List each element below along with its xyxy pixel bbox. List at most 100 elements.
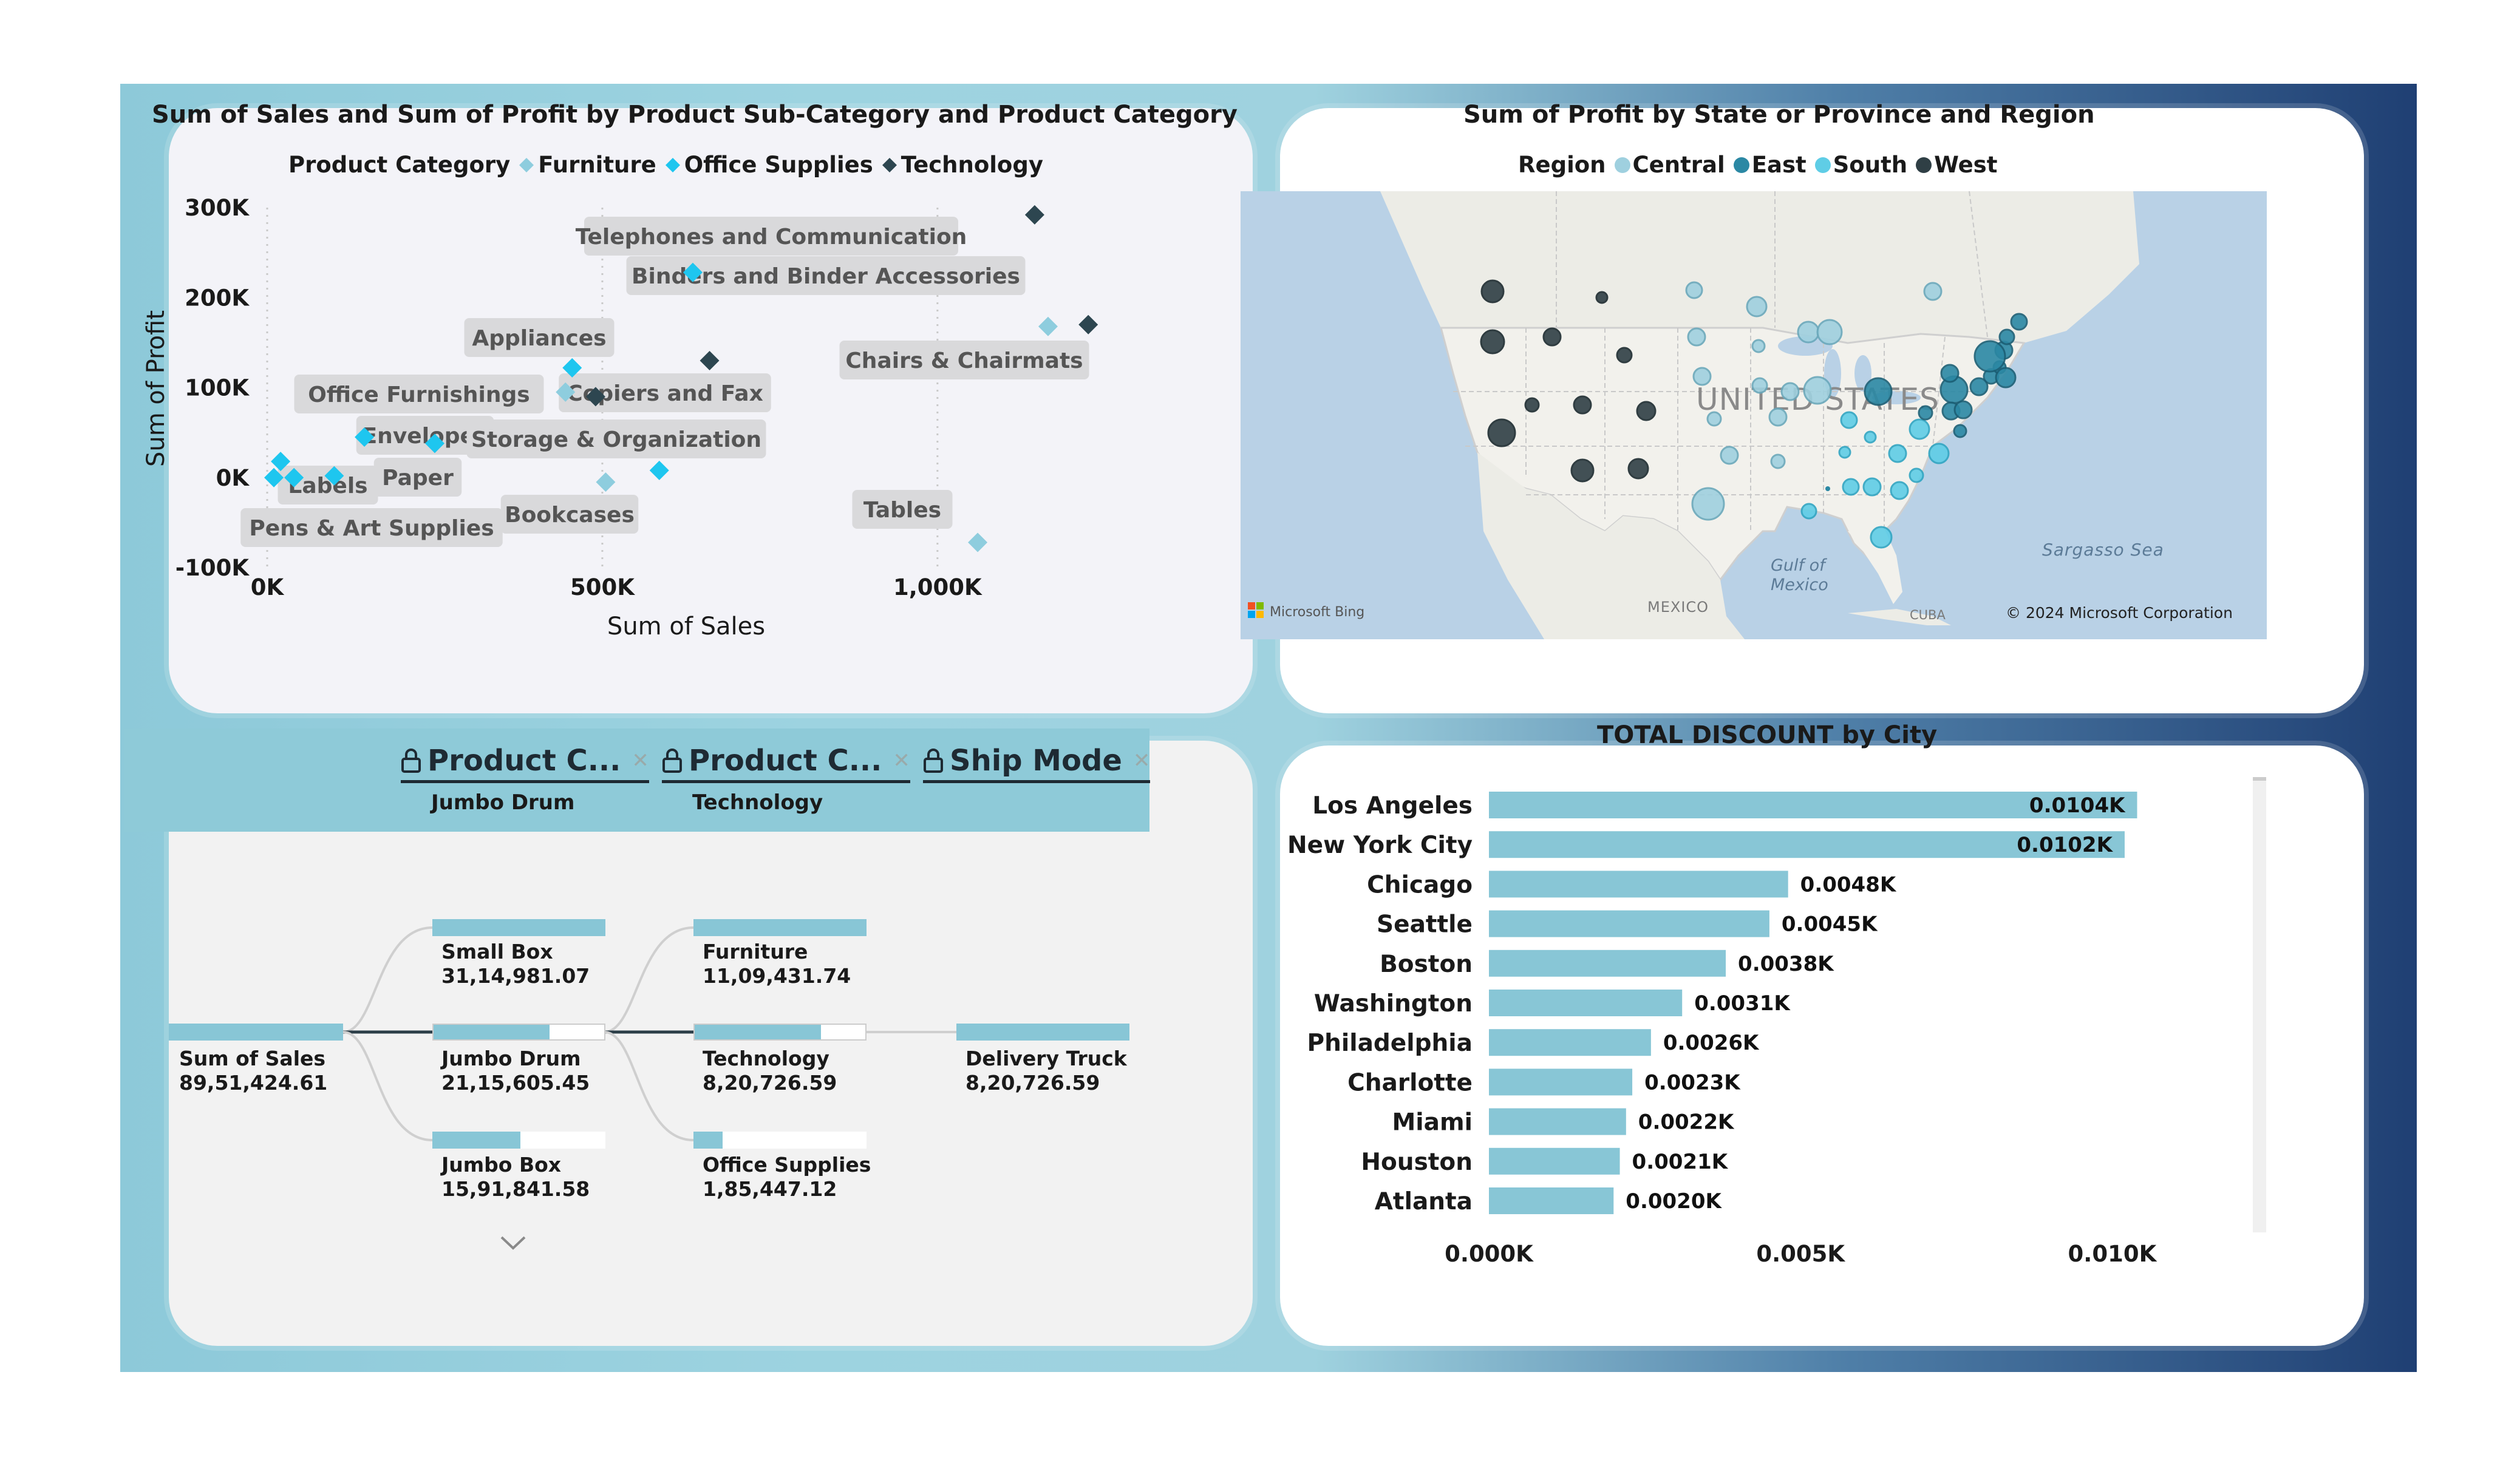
map-bubble[interactable] [1969, 377, 1989, 396]
map-bubble[interactable] [1890, 481, 1909, 500]
map-bubble[interactable] [1636, 401, 1657, 421]
map-bubble[interactable] [1797, 321, 1820, 344]
gulf-label-2: Mexico [1771, 576, 1828, 594]
clear-icon[interactable]: ✕ [632, 749, 649, 773]
decomp-bar[interactable] [693, 919, 867, 936]
slicer-product-container[interactable]: Product C... ✕ Jumbo Drum [401, 744, 649, 815]
map-bubble[interactable] [1953, 400, 1973, 419]
map-bubble[interactable] [1995, 367, 2017, 389]
circle-icon [1733, 157, 1749, 173]
decomp-bar[interactable] [693, 1132, 867, 1149]
legend-central[interactable]: Central [1614, 152, 1725, 178]
map-title: Sum of Profit by State or Province and R… [1463, 101, 2095, 129]
map-bubble[interactable] [1840, 411, 1858, 429]
map-bubble[interactable] [1542, 327, 1562, 347]
map-bubble[interactable] [1768, 407, 1788, 427]
slicer-value: Jumbo Drum [431, 790, 575, 815]
slicer-ship-mode[interactable]: Ship Mode ✕ [923, 744, 1151, 783]
bar-scrollbar[interactable] [2253, 777, 2266, 1232]
map-bubble[interactable] [1692, 367, 1712, 386]
map-bubble[interactable] [1524, 397, 1540, 413]
diamond-icon [519, 157, 534, 172]
legend-east[interactable]: East [1733, 152, 1807, 178]
decomp-bar[interactable] [693, 1024, 867, 1041]
map-bubble[interactable] [1862, 477, 1882, 497]
circle-icon [1814, 157, 1831, 173]
map-bubble[interactable] [1685, 281, 1703, 299]
clear-icon[interactable]: ✕ [893, 749, 910, 773]
map-bubble[interactable] [1998, 328, 2015, 345]
decomp-bar[interactable] [432, 1024, 605, 1041]
decomp-root[interactable]: Sum of Sales 89,51,424.61 [179, 1047, 328, 1095]
map-bubble[interactable] [1780, 382, 1800, 401]
map-bubble[interactable] [1706, 411, 1722, 427]
decomp-bar[interactable] [432, 919, 605, 936]
slicer-product-category[interactable]: Product C... ✕ Technology [662, 744, 910, 815]
legend-office-supplies[interactable]: Office Supplies [665, 152, 873, 178]
map-bubble[interactable] [1909, 467, 1924, 483]
map-bubble[interactable] [1687, 327, 1706, 347]
scatter-title: Sum of Sales and Sum of Profit by Produc… [152, 101, 1238, 129]
legend-technology[interactable]: Technology [882, 152, 1043, 178]
decomp-node-jumbo-box[interactable]: Jumbo Box 15,91,841.58 [441, 1153, 590, 1201]
map-bubble[interactable] [1800, 503, 1817, 520]
chevron-down-icon[interactable] [498, 1234, 528, 1252]
map-bubble[interactable] [1627, 458, 1649, 480]
map-bubble[interactable] [1480, 279, 1505, 304]
map-bubble[interactable] [1691, 487, 1725, 521]
mexico-land [1477, 452, 1745, 639]
map-bubble[interactable] [1570, 458, 1595, 483]
canada-land [1380, 191, 2139, 343]
map-bubble[interactable] [1816, 319, 1843, 345]
map-bubble[interactable] [1918, 405, 1933, 421]
map-bubble[interactable] [1480, 329, 1505, 355]
decomp-node-office-supplies[interactable]: Office Supplies 1,85,447.12 [703, 1153, 871, 1201]
lock-icon [924, 749, 943, 773]
map-bubble[interactable] [1923, 282, 1943, 301]
bing-logo [1248, 602, 1264, 618]
decomp-node-furniture[interactable]: Furniture 11,09,431.74 [703, 940, 851, 988]
lock-icon [662, 749, 682, 773]
map-bubble[interactable] [1940, 364, 1960, 383]
map-bubble[interactable] [1720, 446, 1739, 465]
decomp-bar[interactable] [956, 1024, 1129, 1041]
map-bubble[interactable] [1751, 377, 1768, 394]
decomp-node-small-box[interactable]: Small Box 31,14,981.07 [441, 940, 590, 988]
clear-icon[interactable]: ✕ [1132, 749, 1151, 773]
map-bubble[interactable] [1973, 340, 2006, 373]
decomp-node-jumbo-drum[interactable]: Jumbo Drum 21,15,605.45 [441, 1047, 590, 1095]
map-bubble[interactable] [1595, 291, 1609, 304]
legend-south[interactable]: South [1814, 152, 1907, 178]
diamond-icon [665, 157, 680, 172]
decomp-node-delivery-truck[interactable]: Delivery Truck 8,20,726.59 [965, 1047, 1127, 1095]
bar-panel [1280, 745, 2364, 1346]
map-bubble[interactable] [1864, 377, 1893, 406]
map-bubble[interactable] [1953, 424, 1967, 438]
map-bubble[interactable] [1928, 443, 1950, 464]
map-bubble[interactable] [1825, 486, 1830, 491]
map-bubble[interactable] [1838, 446, 1851, 459]
map-bubble[interactable] [1487, 418, 1516, 447]
map-bubble[interactable] [1864, 430, 1877, 444]
map-legend: Region Central East South West [1518, 152, 1997, 178]
map-bubble[interactable] [1842, 478, 1860, 496]
florida-land [1848, 528, 1902, 604]
decomp-root-bar[interactable] [169, 1024, 343, 1041]
decomp-bar[interactable] [432, 1132, 605, 1149]
map-bubble[interactable] [1909, 418, 1930, 440]
map-bubble[interactable] [1751, 339, 1766, 353]
map[interactable]: UNITED STATES Gulf of Mexico Sargasso Se… [1241, 191, 2267, 639]
legend-furniture[interactable]: Furniture [519, 152, 656, 178]
decomp-node-technology[interactable]: Technology 8,20,726.59 [703, 1047, 837, 1095]
map-bubbles[interactable] [1480, 279, 2028, 549]
map-bubble[interactable] [1746, 296, 1768, 318]
map-bubble[interactable] [1870, 526, 1893, 549]
diamond-icon [882, 157, 897, 172]
map-bubble[interactable] [1803, 376, 1832, 405]
map-bubble[interactable] [1616, 347, 1633, 364]
map-bubble[interactable] [1888, 444, 1907, 463]
map-bubble[interactable] [2010, 313, 2028, 331]
legend-west[interactable]: West [1916, 152, 1997, 178]
map-bubble[interactable] [1770, 453, 1786, 469]
map-bubble[interactable] [1573, 395, 1592, 415]
